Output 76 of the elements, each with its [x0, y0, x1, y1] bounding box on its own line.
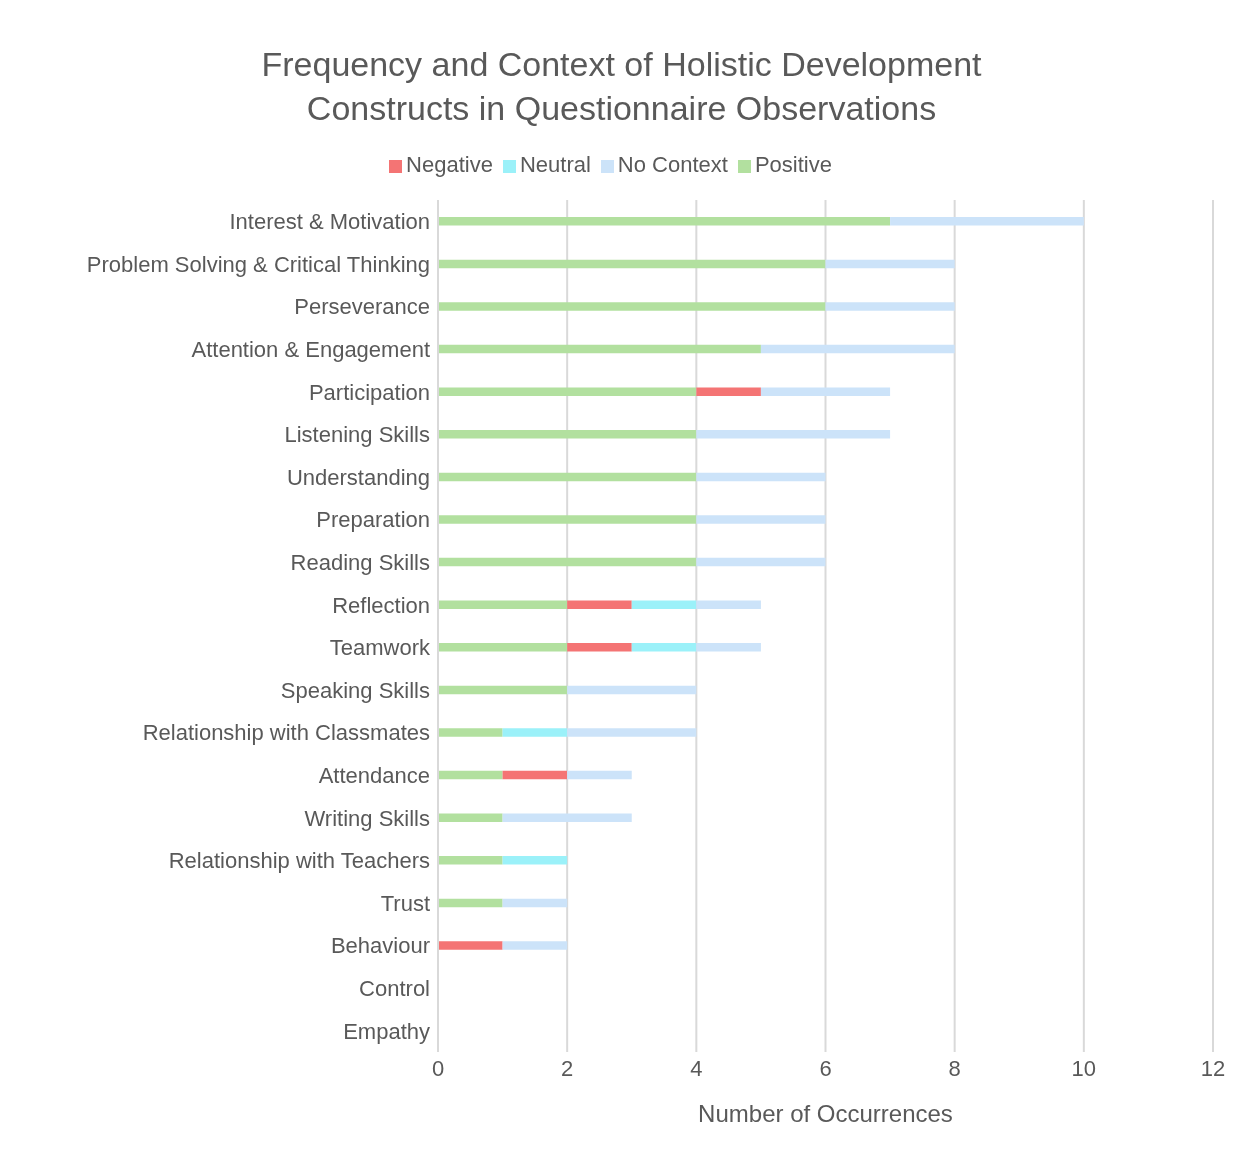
bar	[438, 600, 568, 609]
bar	[825, 302, 955, 311]
bar	[502, 856, 568, 865]
x-tick-label: 12	[1200, 1055, 1226, 1081]
bar	[438, 515, 697, 524]
y-tick-label: Reflection	[332, 592, 430, 618]
x-tick-label: 0	[431, 1055, 445, 1081]
y-tick-label: Speaking Skills	[280, 677, 430, 703]
bar	[696, 387, 761, 396]
legend-label: Negative	[406, 152, 493, 177]
bar	[696, 600, 761, 609]
bar	[567, 685, 697, 695]
bar	[567, 600, 632, 609]
bar	[438, 217, 891, 226]
y-tick-label: Writing Skills	[304, 805, 430, 831]
bar	[631, 643, 697, 652]
bar	[438, 302, 826, 311]
x-tick-label: 2	[561, 1055, 574, 1081]
bar	[502, 813, 632, 822]
bar	[696, 430, 891, 439]
y-tick-label: Attention & Engagement	[191, 336, 430, 362]
y-tick-label: Problem Solving & Critical Thinking	[86, 251, 430, 277]
bar	[567, 728, 697, 737]
bar	[438, 898, 503, 908]
x-tick-label: 6	[819, 1055, 832, 1081]
y-tick-label: Interest & Motivation	[229, 209, 430, 235]
bar	[696, 643, 761, 652]
bar	[760, 387, 891, 396]
y-tick-label: Perseverance	[294, 294, 430, 320]
y-tick-label: Trust	[380, 890, 430, 916]
bar	[696, 472, 826, 482]
bar	[438, 259, 826, 269]
bar	[502, 770, 568, 780]
x-tick-label: 8	[948, 1055, 961, 1081]
y-tick-label: Control	[359, 975, 430, 1001]
y-tick-label: Listening Skills	[284, 422, 430, 448]
bar	[825, 259, 955, 269]
y-tick-label: Empathy	[343, 1018, 430, 1044]
bar	[890, 217, 1084, 226]
bar	[438, 472, 697, 482]
bar	[567, 643, 632, 652]
bar	[502, 941, 568, 950]
bar	[438, 557, 697, 567]
legend-label: Positive	[754, 152, 832, 177]
bar	[438, 430, 697, 439]
y-tick-label: Attendance	[318, 762, 430, 788]
bar	[438, 770, 503, 780]
bar	[696, 515, 826, 524]
y-tick-label: Participation	[308, 379, 430, 405]
bar	[760, 344, 955, 354]
x-tick-label: 10	[1071, 1055, 1097, 1081]
y-tick-label: Relationship with Teachers	[168, 848, 430, 874]
y-tick-label: Reading Skills	[290, 549, 430, 575]
bar	[438, 728, 503, 737]
bar	[438, 856, 503, 865]
bar	[567, 770, 632, 780]
bar	[438, 685, 568, 695]
bar	[438, 387, 697, 396]
bar	[438, 941, 503, 950]
x-tick-label: 4	[690, 1055, 703, 1081]
bar	[438, 344, 761, 354]
y-tick-label: Preparation	[316, 507, 430, 533]
bar	[502, 728, 568, 737]
bar	[438, 643, 568, 652]
chart-title: Frequency and Context of Holistic Development Constructs in Questionnaire Observations	[260, 44, 983, 129]
bar	[696, 557, 826, 567]
bar	[438, 813, 503, 822]
legend-label: No Context	[617, 152, 728, 177]
legend-label: Neutral	[519, 152, 591, 177]
y-tick-label: Relationship with Classmates	[142, 720, 430, 746]
bar	[631, 600, 697, 609]
y-tick-label: Understanding	[286, 464, 430, 490]
bar	[502, 898, 568, 908]
y-tick-label: Behaviour	[330, 933, 430, 959]
x-axis-title: Number of Occurrences	[698, 1100, 953, 1127]
y-tick-label: Teamwork	[329, 635, 431, 661]
